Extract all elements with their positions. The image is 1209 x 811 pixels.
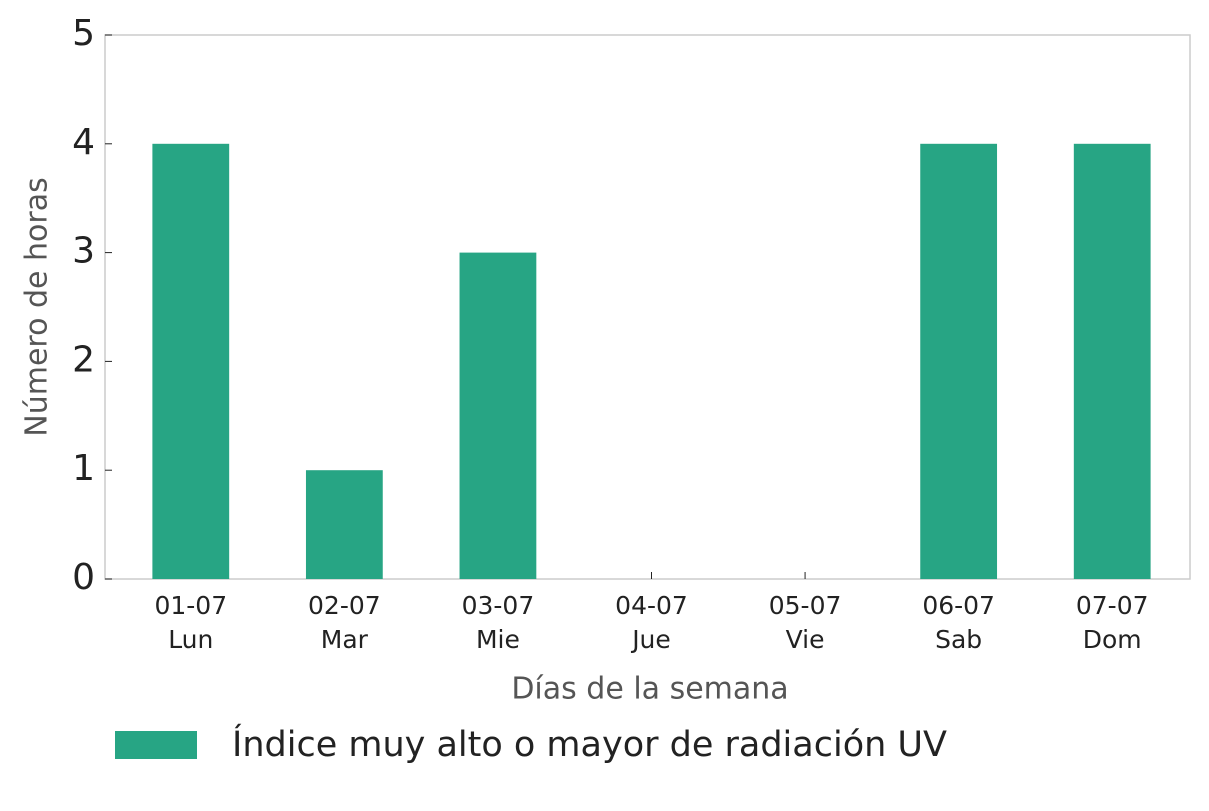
x-tick-label: 02-07 Mar [308, 591, 381, 654]
x-tick-label: 05-07 Vie [768, 591, 842, 654]
bar [1073, 143, 1151, 580]
x-axis-label: Días de la semana [511, 672, 788, 707]
y-tick-label: 2 [72, 339, 95, 380]
y-tick-label: 0 [72, 557, 95, 598]
y-axis-label: Número de horas [20, 177, 55, 436]
bar [152, 143, 230, 580]
plot-frame [104, 34, 1191, 580]
x-tick-label: 03-07 Mie [461, 591, 535, 654]
y-tick-label: 3 [72, 231, 95, 272]
y-tick-label: 5 [72, 13, 95, 54]
legend-swatch [115, 731, 197, 759]
y-tick-label: 1 [72, 448, 95, 489]
bar [459, 252, 537, 579]
x-tick-label: 06-07 Sab [922, 591, 995, 654]
x-tick-label: 04-07 Jue [615, 591, 688, 654]
x-tick-label: 07-07 Dom [1075, 591, 1149, 654]
y-tick-label: 4 [72, 122, 95, 163]
legend-label: Índice muy alto o mayor de radiación UV [232, 723, 947, 765]
bar [920, 143, 998, 580]
bar [305, 470, 383, 579]
x-tick-label: 01-07 Lun [154, 591, 228, 654]
